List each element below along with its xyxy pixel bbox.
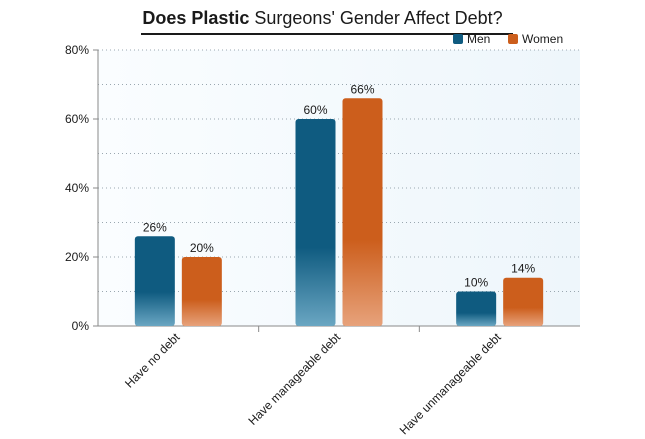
data-label: 60%: [303, 103, 327, 117]
category-label: Have unmanageable debt: [397, 330, 505, 438]
legend-swatch: [453, 34, 463, 44]
bar-women-3: [503, 277, 544, 326]
y-tick-label: 80%: [65, 43, 89, 57]
legend-label: Men: [467, 32, 490, 46]
data-label: 20%: [190, 241, 214, 255]
bar-women-2: [342, 98, 383, 326]
category-label: Have no debt: [122, 330, 183, 391]
legend-label: Women: [522, 32, 563, 46]
title-underline: [141, 33, 513, 35]
y-tick-label: 0%: [72, 319, 90, 333]
bar-women-1: [181, 257, 222, 326]
bar-men-3: [456, 291, 497, 326]
data-label: 14%: [511, 262, 535, 276]
data-label: 10%: [464, 276, 488, 290]
data-label: 26%: [143, 220, 167, 234]
data-label: 66%: [350, 82, 374, 96]
y-tick-label: 20%: [65, 250, 89, 264]
legend-swatch: [508, 34, 518, 44]
y-tick-label: 60%: [65, 112, 89, 126]
y-tick-label: 40%: [65, 181, 89, 195]
category-label: Have manageable debt: [245, 330, 343, 428]
chart-title-rest: Surgeons' Gender Affect Debt?: [249, 8, 503, 28]
chart-title-bold: Does Plastic: [142, 8, 250, 28]
bar-men-2: [295, 119, 336, 326]
bar-men-1: [134, 236, 175, 326]
chart-title: Does Plastic Surgeons' Gender Affect Deb…: [0, 8, 645, 29]
